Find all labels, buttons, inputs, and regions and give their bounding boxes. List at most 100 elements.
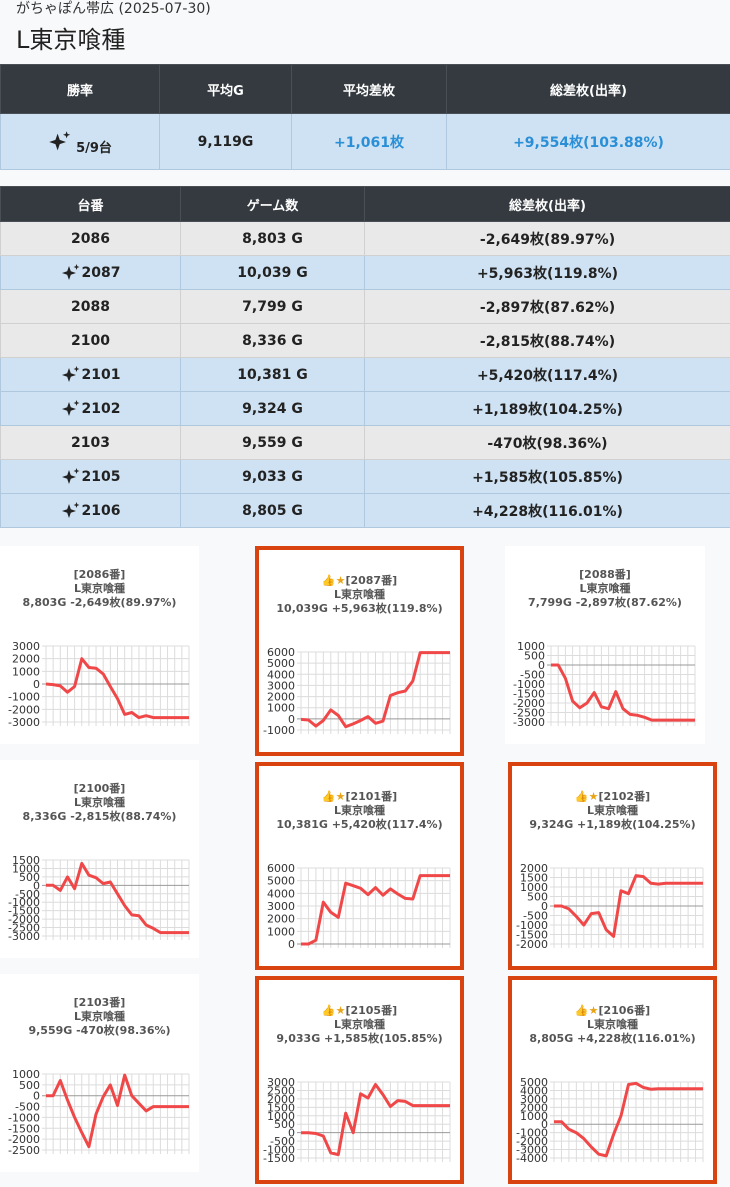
summary-avg-diff: +1,061枚 <box>291 113 447 170</box>
y-tick-label: 4000 <box>267 887 295 900</box>
y-tick-label: -1000 <box>8 691 40 704</box>
y-tick-label: -2000 <box>513 697 545 710</box>
machine-diff: -470枚(98.36%) <box>364 425 730 460</box>
y-tick-label: 0 <box>33 879 40 892</box>
chart-machine-label: [2101番] <box>345 790 398 803</box>
y-tick-label: 1000 <box>12 1070 40 1081</box>
y-tick-label: 500 <box>19 871 40 884</box>
machine-id: 2100 <box>71 332 110 349</box>
y-tick-label: 1500 <box>267 1101 295 1114</box>
machine-chart-card[interactable]: 👍★[2102番] L東京喰種 9,324G +1,189枚(104.25%) 200… <box>508 762 717 970</box>
y-tick-label: 1000 <box>12 665 40 678</box>
chart-caption: 👍★[2101番] L東京喰種 10,381G +5,420枚(117.4%) <box>259 790 460 832</box>
y-tick-label: -2500 <box>513 707 545 720</box>
machine-id: 2103 <box>71 434 110 451</box>
machine-id-cell: 2105 <box>0 459 181 494</box>
machine-chart-card[interactable]: [2100番] L東京喰種 8,336G -2,815枚(88.74%) 1500 10… <box>0 760 199 958</box>
y-tick-label: 1500 <box>12 856 40 867</box>
machines-table: 台番 ゲーム数 総差枚(出率) 2086 8,803 G -2,649枚(89.97… <box>0 186 730 528</box>
chart-model-name: L東京喰種 <box>73 1010 125 1023</box>
machine-chart-card[interactable]: [2103番] L東京喰種 9,559G -470枚(98.36%) 1000 500 0… <box>0 974 199 1172</box>
y-tick-label: 0 <box>541 900 548 913</box>
y-tick-label: -500 <box>523 910 548 923</box>
chart-caption: 👍★[2102番] L東京喰種 9,324G +1,189枚(104.25%) <box>512 790 713 832</box>
chart-stats: 7,799G -2,897枚(87.62%) <box>528 596 682 609</box>
machine-games: 7,799 G <box>180 289 365 324</box>
chart-caption: 👍★[2087番] L東京喰種 10,039G +5,963枚(119.8%) <box>259 574 460 616</box>
y-tick-label: -1500 <box>516 929 548 942</box>
machine-id: 2086 <box>71 230 110 247</box>
y-tick-label: 500 <box>274 1118 295 1131</box>
y-tick-label: -2000 <box>8 703 40 716</box>
y-tick-label: 1000 <box>267 702 295 715</box>
machine-id: 2088 <box>71 298 110 315</box>
machine-games: 8,803 G <box>180 221 365 256</box>
machine-diff: +5,420枚(117.4%) <box>364 357 730 392</box>
machine-id-cell: 2106 <box>0 493 181 528</box>
y-tick-label: 1000 <box>12 862 40 875</box>
summary-win-rate-value: 5/9台 <box>76 140 112 156</box>
y-tick-label: 3000 <box>520 1093 548 1106</box>
machine-chart-card[interactable]: [2088番] L東京喰種 7,799G -2,897枚(87.62%) 1000 50… <box>505 546 705 744</box>
sparkles-icon <box>61 365 80 382</box>
y-tick-label: 2000 <box>520 864 548 875</box>
slump-chart: 500040003000200010000-1000-2000-3000-400… <box>516 1078 704 1164</box>
y-tick-label: 1000 <box>520 1110 548 1123</box>
machine-games: 9,324 G <box>180 391 365 426</box>
thumbs-up-star-icon: 👍★ <box>321 790 346 803</box>
y-tick-label: 6000 <box>267 864 295 875</box>
machine-diff: +1,189枚(104.25%) <box>364 391 730 426</box>
y-tick-label: 6000 <box>267 648 295 659</box>
chart-model-name: L東京喰種 <box>579 582 631 595</box>
sparkles-icon <box>61 501 80 518</box>
y-tick-label: 4000 <box>267 668 295 681</box>
machine-games: 9,559 G <box>180 425 365 460</box>
chart-model-name: L東京喰種 <box>586 804 638 817</box>
machine-chart-card[interactable]: [2086番] L東京喰種 8,803G -2,649枚(89.97%) 3000 20… <box>0 546 199 744</box>
machine-id: 2102 <box>81 400 121 417</box>
chart-model-name: L東京喰種 <box>586 1018 638 1031</box>
y-tick-label: -3000 <box>516 1144 548 1157</box>
chart-caption: [2086番] L東京喰種 8,803G -2,649枚(89.97%) <box>0 568 199 610</box>
chart-stats: 8,805G +4,228枚(116.01%) <box>529 1032 696 1045</box>
machine-chart-card[interactable]: 👍★[2101番] L東京喰種 10,381G +5,420枚(117.4%) 600… <box>255 762 464 970</box>
y-tick-label: 3000 <box>12 642 40 653</box>
machine-row: 2100 8,336 G -2,815枚(88.74%) <box>0 323 730 358</box>
y-tick-label: 0 <box>288 1127 295 1140</box>
summary-header-win-rate: 勝率 <box>0 64 160 114</box>
machine-diff: +5,963枚(119.8%) <box>364 255 730 290</box>
machines-header-games: ゲーム数 <box>180 186 365 222</box>
thumbs-up-star-icon: 👍★ <box>574 790 599 803</box>
machine-chart-card[interactable]: 👍★[2106番] L東京喰種 8,805G +4,228枚(116.01%) 500… <box>508 976 717 1184</box>
y-tick-label: 5000 <box>267 657 295 670</box>
machines-header-id: 台番 <box>0 186 181 222</box>
sparkles-icon <box>61 467 80 484</box>
y-tick-label: -2500 <box>8 922 40 935</box>
machine-id-cell: 2103 <box>0 425 181 460</box>
machine-chart-card[interactable]: 👍★[2087番] L東京喰種 10,039G +5,963枚(119.8%) 600… <box>255 546 464 756</box>
y-tick-label: -1000 <box>263 1144 295 1157</box>
sparkles-icon <box>61 399 80 416</box>
thumbs-up-star-icon: 👍★ <box>574 1004 599 1017</box>
chart-model-name: L東京喰種 <box>73 796 125 809</box>
chart-machine-label: [2106番] <box>598 1004 651 1017</box>
y-tick-label: 1000 <box>267 925 295 938</box>
chart-machine-label: [2086番] <box>73 568 126 581</box>
y-tick-label: -1500 <box>8 905 40 918</box>
machine-chart-card[interactable]: 👍★[2105番] L東京喰種 9,033G +1,585枚(105.85%) 300… <box>255 976 464 1184</box>
summary-win-rate: 5/9台 <box>0 113 160 170</box>
chart-model-name: L東京喰種 <box>333 588 385 601</box>
y-tick-label: -1000 <box>8 1111 40 1124</box>
chart-machine-label: [2105番] <box>345 1004 398 1017</box>
y-tick-label: 1000 <box>520 881 548 894</box>
chart-stats: 10,381G +5,420枚(117.4%) <box>276 818 443 831</box>
chart-machine-label: [2087番] <box>345 574 398 587</box>
y-tick-label: 2000 <box>267 913 295 926</box>
y-tick-label: -1500 <box>513 688 545 701</box>
machine-id-cell: 2102 <box>0 391 181 426</box>
